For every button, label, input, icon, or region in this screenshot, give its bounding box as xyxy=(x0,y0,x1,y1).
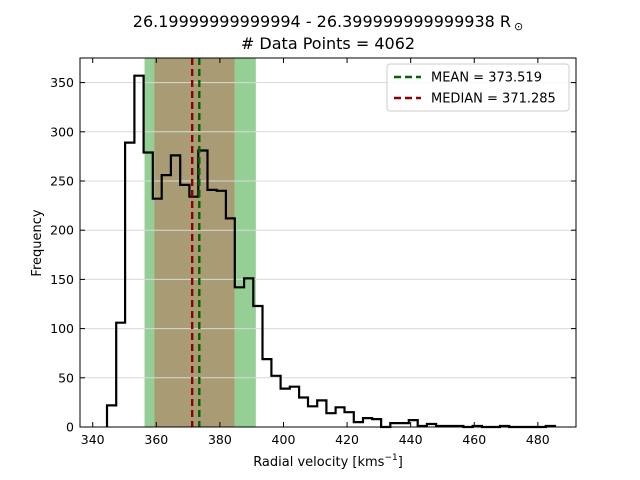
chart-title-line2: # Data Points = 4062 xyxy=(241,34,415,53)
x-tick-label-480: 480 xyxy=(526,432,550,447)
y-axis-label: Frequency xyxy=(30,209,45,276)
x-tick-label-340: 340 xyxy=(81,432,105,447)
x-tick-label-420: 420 xyxy=(335,432,359,447)
chart-title-line1: 26.19999999999994 - 26.399999999999938 R… xyxy=(133,12,523,33)
x-axis-label: Radial velocity [kms−1] xyxy=(253,453,403,470)
plot-frame xyxy=(79,57,577,428)
x-tick-label-460: 460 xyxy=(462,432,486,447)
ticks-layer: 340 360 380 400 420 440 460 480 0 50 100 150 200 250 3… xyxy=(50,58,576,447)
legend-box xyxy=(386,63,570,112)
x-tick-label-400: 400 xyxy=(272,432,296,447)
chart-title: 26.19999999999994 - 26.399999999999938 R… xyxy=(133,12,523,53)
y-tick-label-350: 350 xyxy=(50,75,74,90)
stat-lines-layer xyxy=(190,58,201,427)
legend: MEAN = 373.519 MEDIAN = 371.285 xyxy=(386,63,570,112)
legend-label-1: MEDIAN = 371.285 xyxy=(431,92,556,107)
y-tick-label-0: 0 xyxy=(66,420,74,435)
y-tick-label-100: 100 xyxy=(50,321,74,336)
x-tick-label-440: 440 xyxy=(399,432,423,447)
x-tick-label-360: 360 xyxy=(144,432,168,447)
y-tick-label-200: 200 xyxy=(50,223,74,238)
x-tick-label-380: 380 xyxy=(208,432,232,447)
y-tick-label-300: 300 xyxy=(50,124,74,139)
y-tick-label-150: 150 xyxy=(50,272,74,287)
y-tick-label-250: 250 xyxy=(50,174,74,189)
legend-label-0: MEAN = 373.519 xyxy=(431,71,542,86)
y-tick-label-50: 50 xyxy=(58,370,74,385)
span-band-1 xyxy=(154,58,235,427)
